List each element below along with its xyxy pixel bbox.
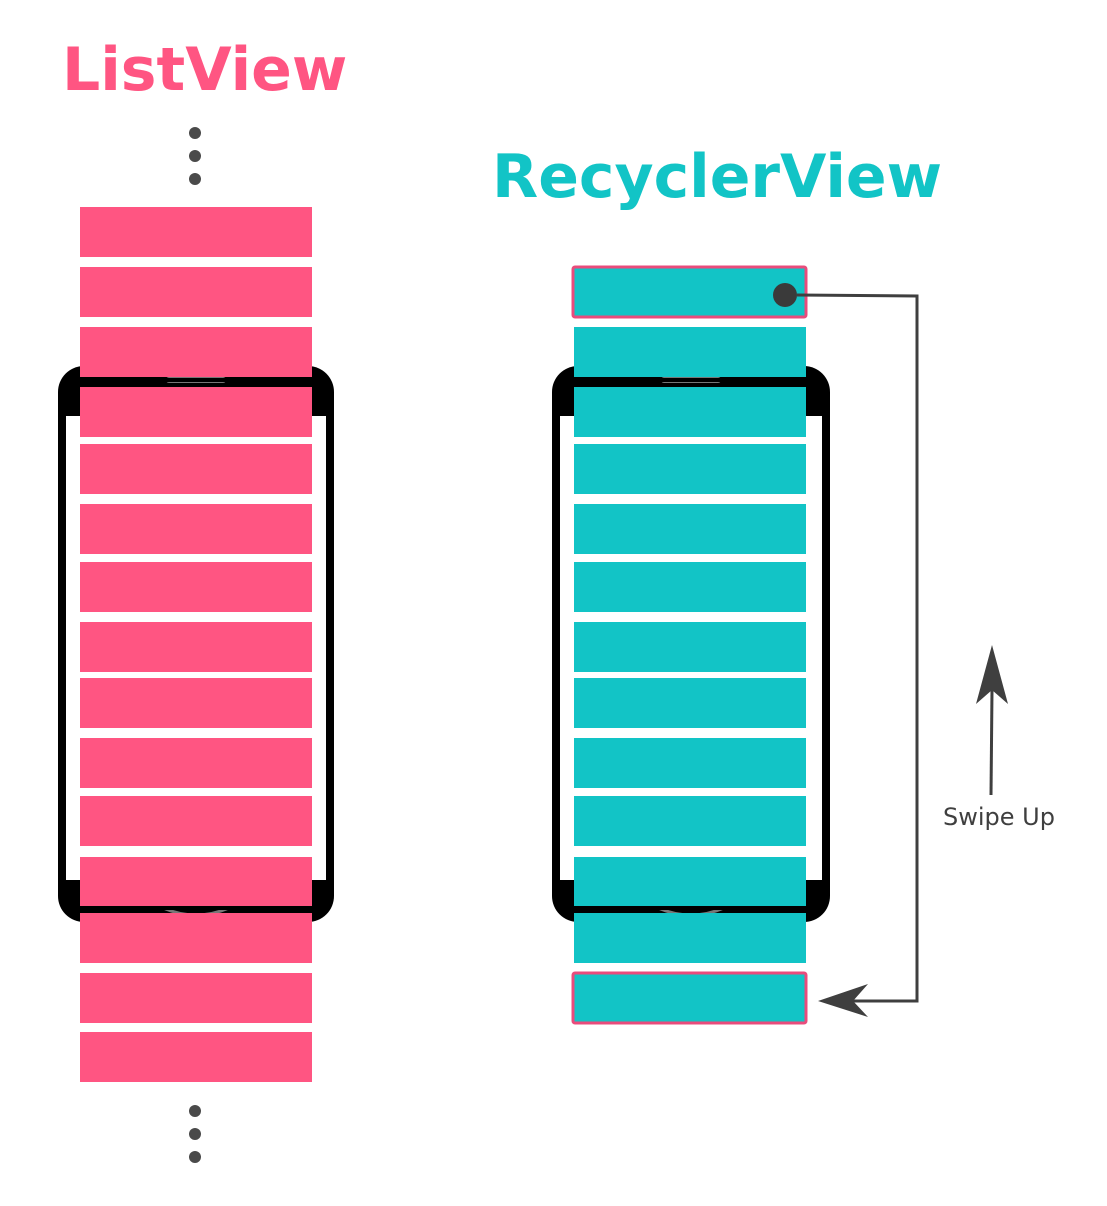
listview-item [80,738,312,788]
listview-item [80,327,312,377]
listview-item [80,973,312,1023]
swipe-up-label: Swipe Up [943,803,1055,831]
listview-item [80,796,312,846]
listview-ellipsis-top [189,127,201,185]
listview-item [80,622,312,672]
listview-item [80,1032,312,1082]
listview-item [80,678,312,728]
recyclerview-item [574,562,806,612]
recyclerview-title: RecyclerView [492,142,943,212]
recyclerview-items [571,265,808,1025]
recyclerview-item [574,444,806,494]
recycle-connector [796,293,919,1003]
recyclerview-item-recycled [571,265,808,319]
listview-item [80,913,312,963]
listview-item [80,562,312,612]
listview-ellipsis-bottom [189,1105,201,1163]
recyclerview-item [574,327,806,377]
recyclerview-item [574,622,806,672]
listview-item [80,387,312,437]
arrow-up-icon [976,645,1008,796]
recyclerview-item [574,796,806,846]
recyclerview-item [574,678,806,728]
listview-items [80,207,312,1082]
listview-item [80,504,312,554]
recycled-item-dot [773,283,797,307]
recyclerview-item [574,504,806,554]
listview-title: ListView [62,35,348,105]
recyclerview-item [574,857,806,907]
recyclerview-item-reused [571,971,808,1025]
recyclerview-item [574,913,806,963]
recycle-arrowhead-icon [818,984,868,1017]
listview-item [80,444,312,494]
listview-item [80,207,312,257]
recyclerview-item [574,738,806,788]
recyclerview-item [574,387,806,437]
listview-item [80,267,312,317]
listview-item [80,857,312,907]
